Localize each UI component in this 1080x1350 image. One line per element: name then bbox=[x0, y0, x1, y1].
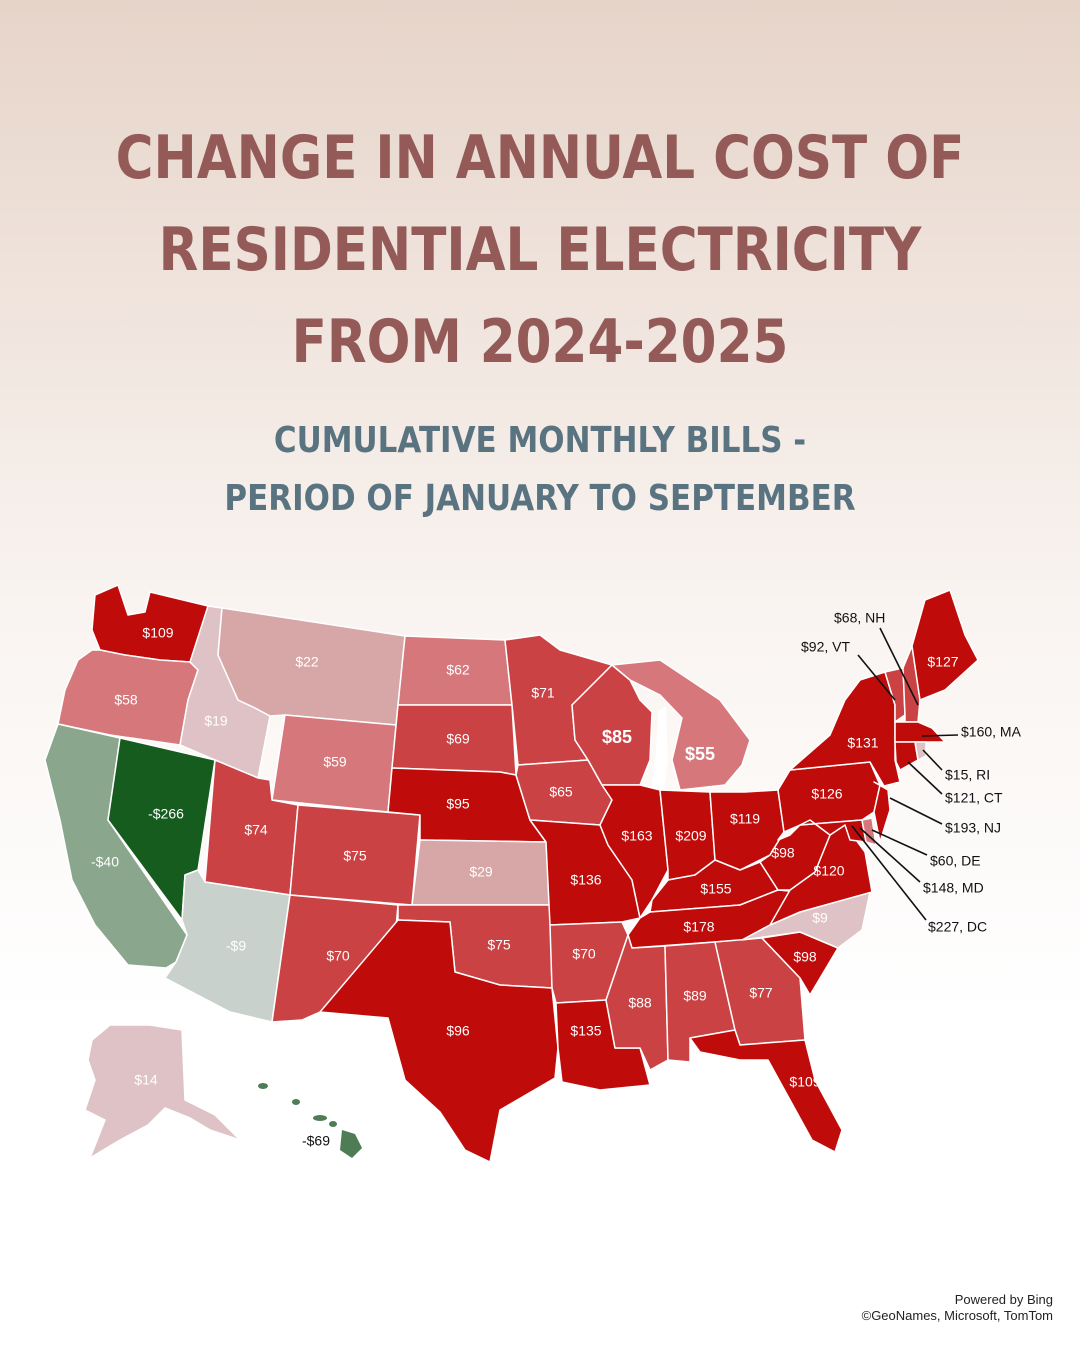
state-label-AK: $14 bbox=[134, 1072, 158, 1088]
credit-line-2: ©GeoNames, Microsoft, TomTom bbox=[861, 1308, 1053, 1323]
state-shapes bbox=[44, 584, 979, 1163]
state-label-SD: $69 bbox=[446, 731, 470, 747]
leader-line-MD bbox=[859, 827, 921, 883]
callout-label-DE: $60, DE bbox=[930, 853, 981, 869]
state-label-OK: $75 bbox=[487, 937, 511, 953]
state-TX[interactable] bbox=[319, 919, 559, 1163]
state-label-MI: $55 bbox=[685, 744, 715, 764]
state-label-NM: $70 bbox=[326, 948, 350, 964]
title-line-3: FROM 2024-2025 bbox=[291, 307, 789, 377]
callout-value-labels: $68, NH $92, VT $160, MA $15, RI $121, CT $19… bbox=[801, 610, 1022, 935]
state-FL[interactable] bbox=[689, 1029, 843, 1153]
state-label-ND: $62 bbox=[446, 662, 470, 678]
state-label-NY: $131 bbox=[847, 735, 878, 751]
callout-leader-lines bbox=[851, 627, 959, 921]
state-MI[interactable] bbox=[611, 659, 751, 791]
state-WV[interactable] bbox=[759, 819, 831, 891]
map-title: CHANGE IN ANNUAL COST OF RESIDENTIAL ELE… bbox=[76, 112, 1005, 388]
leader-line-NJ bbox=[889, 797, 943, 825]
state-label-TX: $96 bbox=[446, 1023, 470, 1039]
title-line-2: RESIDENTIAL ELECTRICITY bbox=[158, 215, 922, 285]
leader-line-MA bbox=[921, 734, 959, 737]
state-label-MO: $136 bbox=[570, 872, 601, 888]
lake-michigan bbox=[652, 706, 668, 790]
title-line-1: CHANGE IN ANNUAL COST OF bbox=[115, 123, 965, 193]
state-RI[interactable] bbox=[914, 741, 927, 761]
state-MA[interactable] bbox=[894, 721, 946, 743]
state-label-TN: $178 bbox=[683, 919, 714, 935]
state-HI[interactable] bbox=[258, 1083, 362, 1158]
leader-line-NH bbox=[879, 627, 919, 706]
state-label-WV: $98 bbox=[771, 845, 795, 861]
state-label-AR: $70 bbox=[572, 946, 596, 962]
state-label-IN: $209 bbox=[675, 828, 706, 844]
state-label-UT: $74 bbox=[244, 822, 268, 838]
hi-island-big bbox=[340, 1130, 362, 1158]
state-label-ID: $19 bbox=[204, 713, 228, 729]
state-label-SC: $98 bbox=[793, 949, 817, 965]
hi-island-2 bbox=[292, 1099, 300, 1105]
callout-label-MD: $148, MD bbox=[923, 880, 984, 896]
state-label-PA: $126 bbox=[811, 786, 842, 802]
subtitle-line-1: CUMULATIVE MONTHLY BILLS - bbox=[273, 420, 807, 461]
leader-line-DE bbox=[871, 829, 928, 856]
state-AK[interactable] bbox=[84, 1024, 241, 1159]
state-label-OR: $58 bbox=[114, 692, 138, 708]
state-NJ[interactable] bbox=[873, 781, 891, 843]
state-label-IL: $163 bbox=[621, 828, 652, 844]
state-label-MS: $88 bbox=[628, 995, 652, 1011]
state-label-KY: $155 bbox=[700, 881, 731, 897]
state-label-LA: $135 bbox=[570, 1023, 601, 1039]
state-label-NC: $9 bbox=[812, 910, 828, 926]
callout-label-DC: $227, DC bbox=[928, 919, 987, 935]
subtitle-line-2: PERIOD OF JANUARY TO SEPTEMBER bbox=[224, 478, 856, 519]
callout-label-CT: $121, CT bbox=[945, 790, 1003, 806]
state-label-WI: $85 bbox=[602, 727, 632, 747]
state-ME[interactable] bbox=[911, 589, 979, 701]
leader-line-RI bbox=[922, 749, 943, 771]
state-label-CO: $75 bbox=[343, 848, 367, 864]
state-WA[interactable] bbox=[91, 584, 209, 663]
state-label-WA: $109 bbox=[142, 625, 173, 641]
hi-island-1 bbox=[258, 1083, 268, 1089]
leader-line-CT bbox=[907, 761, 943, 795]
state-label-VA: $120 bbox=[813, 863, 844, 879]
callout-label-VT: $92, VT bbox=[801, 639, 850, 655]
state-label-ME: $127 bbox=[927, 654, 958, 670]
hi-island-3 bbox=[313, 1115, 327, 1121]
state-label-FL: $109 bbox=[789, 1074, 820, 1090]
state-CT[interactable] bbox=[894, 741, 919, 771]
state-label-IA: $65 bbox=[549, 784, 573, 800]
hi-island-4 bbox=[329, 1121, 337, 1127]
state-label-MN: $71 bbox=[531, 685, 555, 701]
state-label-CA: -$40 bbox=[91, 854, 119, 870]
callout-label-NJ: $193, NJ bbox=[945, 820, 1001, 836]
state-label-HI: -$69 bbox=[302, 1133, 330, 1149]
callout-label-NH: $68, NH bbox=[834, 610, 885, 626]
credit-line-1: Powered by Bing bbox=[954, 1292, 1053, 1307]
state-label-AZ: -$9 bbox=[226, 938, 246, 954]
state-MS[interactable] bbox=[605, 934, 669, 1071]
leader-line-VT bbox=[857, 654, 896, 701]
state-label-NE: $95 bbox=[446, 796, 470, 812]
state-label-GA: $77 bbox=[749, 985, 773, 1001]
state-label-NV: -$266 bbox=[148, 806, 184, 822]
state-label-MT: $22 bbox=[295, 654, 319, 670]
leader-line-DC bbox=[851, 825, 927, 921]
state-label-KS: $29 bbox=[469, 864, 493, 880]
state-label-AL: $89 bbox=[683, 988, 707, 1004]
state-label-WY: $59 bbox=[323, 754, 347, 770]
map-subtitle: CUMULATIVE MONTHLY BILLS - PERIOD OF JAN… bbox=[76, 412, 1005, 528]
callout-label-MA: $160, MA bbox=[961, 724, 1022, 740]
map-credit: Powered by Bing ©GeoNames, Microsoft, To… bbox=[862, 1292, 1053, 1324]
state-value-labels: $109 $58 -$40 -$266 $19 $22 $59 $74 -$9 $75 $70 $62… bbox=[91, 625, 959, 1149]
state-label-OH: $119 bbox=[730, 811, 760, 827]
callout-label-RI: $15, RI bbox=[945, 767, 990, 783]
